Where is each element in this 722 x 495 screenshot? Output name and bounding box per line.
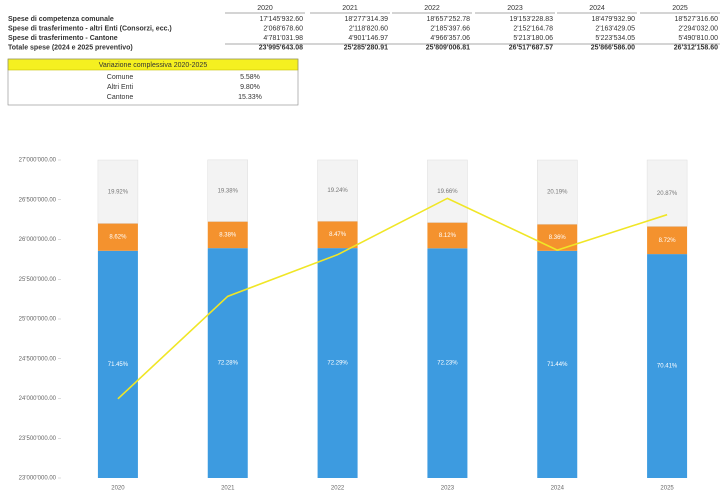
summary-value: 5.58%: [240, 74, 260, 81]
bar-label: 8.62%: [109, 235, 127, 241]
cell: 17'145'932.60: [259, 16, 303, 23]
x-tick-label: 2021: [221, 486, 235, 492]
cell: 4'781'031.98: [263, 35, 303, 42]
row-label: Spese di trasferimento - altri Enti (Con…: [8, 25, 172, 32]
bar-label: 8.72%: [659, 238, 677, 244]
bar-label: 19.66%: [437, 189, 458, 195]
bar-label: 8.36%: [549, 235, 567, 241]
cell: 2'294'032.00: [678, 25, 718, 32]
bar-segment: [207, 248, 248, 478]
total-line: [117, 197, 668, 400]
y-tick-label: 27'000'000.00: [19, 158, 57, 164]
cell: 5'490'810.00: [678, 35, 718, 42]
x-tick-label: 2024: [551, 486, 565, 492]
bar-label: 19.24%: [327, 188, 348, 194]
bar-label: 72.23%: [437, 361, 458, 367]
cell: 26'517'687.57: [509, 44, 553, 51]
bar-label: 20.19%: [547, 190, 568, 196]
bar-label: 8.47%: [329, 232, 347, 238]
row-label: Totale spese (2024 e 2025 preventivo): [8, 44, 133, 51]
cell: 4'901'146.97: [348, 35, 388, 42]
cell: 5'223'534.05: [595, 35, 635, 42]
summary-value: 15.33%: [238, 94, 262, 101]
y-tick-label: 25'500'000.00: [19, 277, 57, 283]
row-label: Spese di competenza comunale: [8, 16, 114, 23]
bar-segment: [317, 248, 358, 478]
bar-segment: [537, 159, 578, 225]
bar-label: 72.28%: [218, 361, 239, 367]
bar-segment: [427, 222, 468, 249]
column-header: 2020: [257, 5, 273, 12]
cell: 5'213'180.06: [513, 35, 553, 42]
bar-label: 72.29%: [327, 361, 348, 367]
bar-segment: [97, 250, 138, 478]
bar-segment: [317, 159, 358, 222]
y-tick-label: 25'000'000.00: [19, 317, 57, 323]
bar-segment: [647, 226, 688, 255]
column-header: 2024: [589, 5, 605, 12]
column-header: 2023: [507, 5, 523, 12]
bar-segment: [427, 159, 468, 223]
y-tick-label: 24'000'000.00: [19, 396, 57, 402]
bar-segment: [207, 221, 248, 249]
y-tick-label: 23'500'000.00: [19, 436, 57, 442]
bar-segment: [427, 248, 468, 478]
x-tick-label: 2023: [441, 486, 455, 492]
bar-label: 8.38%: [219, 232, 237, 238]
bar-label: 19.38%: [218, 188, 239, 194]
cell: 4'966'357.06: [430, 35, 470, 42]
cell: 2'152'164.78: [513, 25, 553, 32]
bar-segment: [537, 250, 578, 478]
summary-label: Cantone: [107, 94, 134, 101]
summary-value: 9.80%: [240, 84, 260, 91]
bar-label: 71.45%: [108, 362, 129, 368]
column-header: 2022: [424, 5, 440, 12]
bar-segment: [97, 159, 139, 224]
column-header: 2021: [342, 5, 358, 12]
summary-title: Variazione complessiva 2020-2025: [99, 62, 208, 69]
cell: 2'068'678.60: [263, 25, 303, 32]
cell: 25'809'006.81: [426, 44, 470, 51]
bar-label: 19.92%: [108, 189, 129, 195]
cell: 18'277'314.39: [344, 16, 388, 23]
cell: 26'312'158.60: [674, 44, 718, 51]
bar-segment: [207, 159, 248, 222]
summary-label: Altri Enti: [107, 84, 134, 91]
cell: 23'995'643.08: [259, 44, 303, 51]
x-tick-label: 2025: [660, 486, 674, 492]
cell: 25'285'280.91: [344, 44, 388, 51]
summary-box: [7, 58, 299, 106]
bar-label: 8.12%: [439, 233, 457, 239]
cell: 18'657'252.78: [426, 16, 470, 23]
bar-segment: [647, 254, 688, 478]
column-header: 2025: [672, 5, 688, 12]
x-tick-label: 2022: [331, 486, 345, 492]
cell: 2'118'820.60: [349, 25, 388, 32]
bar-segment: [97, 223, 138, 251]
cell: 25'866'586.00: [591, 44, 635, 51]
row-label: Spese di trasferimento - Cantone: [8, 35, 118, 42]
y-tick-label: 24'500'000.00: [19, 356, 57, 362]
y-tick-label: 26'500'000.00: [19, 197, 57, 203]
y-tick-label: 23'000'000.00: [19, 476, 57, 482]
cell: 18'479'932.90: [591, 16, 635, 23]
cell: 2'163'429.05: [595, 25, 635, 32]
y-tick-label: 26'000'000.00: [19, 237, 57, 243]
bar-label: 20.87%: [657, 191, 678, 197]
bar-segment: [317, 221, 358, 249]
cell: 2'185'397.66: [430, 25, 470, 32]
cell: 18'527'316.60: [674, 16, 718, 23]
x-tick-label: 2020: [111, 486, 125, 492]
summary-label: Comune: [107, 74, 134, 81]
bar-label: 70.41%: [657, 364, 678, 370]
bar-label: 71.44%: [547, 362, 568, 368]
cell: 19'153'228.83: [509, 16, 553, 23]
